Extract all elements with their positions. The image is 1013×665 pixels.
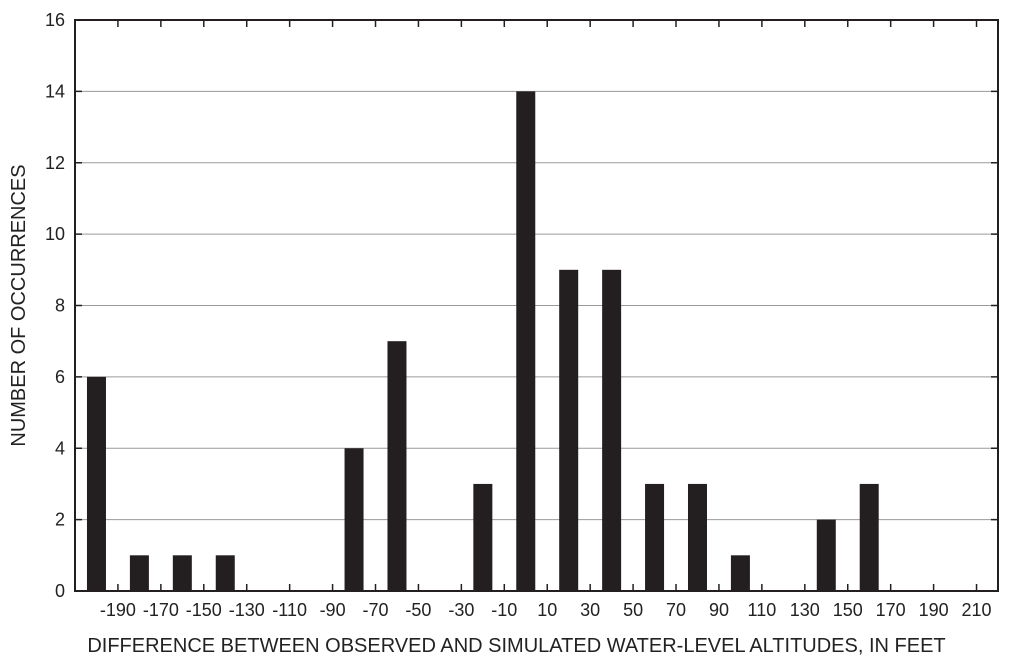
x-tick-label: -70 (363, 600, 389, 620)
y-tick-label: 4 (55, 438, 65, 458)
y-tick-label: 0 (55, 581, 65, 601)
bar (172, 555, 192, 591)
bar (859, 483, 879, 591)
bar (602, 269, 622, 591)
x-tick-label: -30 (448, 600, 474, 620)
x-tick-label: 50 (623, 600, 643, 620)
y-tick-label: 10 (45, 224, 65, 244)
bar (516, 91, 536, 591)
bar (730, 555, 750, 591)
y-tick-label: 2 (55, 510, 65, 530)
x-tick-label: 70 (666, 600, 686, 620)
x-tick-label: 210 (962, 600, 992, 620)
y-axis-ticks: 0 2 4 6 8 10 12 14 16 (45, 10, 998, 601)
bar (645, 483, 665, 591)
x-tick-label: -110 (272, 600, 307, 620)
bar (559, 269, 579, 591)
x-tick-label: 190 (919, 600, 949, 620)
y-tick-label: 16 (45, 10, 65, 30)
bar (344, 448, 364, 591)
x-tick-label: -130 (229, 600, 265, 620)
gridlines (75, 90, 998, 521)
x-axis-ticks: -190 -170 -150 -130 -110 -90 -70 -50 -30 -10 10 30 5… (100, 20, 992, 620)
bar (473, 483, 493, 591)
x-tick-label: -190 (100, 600, 136, 620)
x-tick-label: -10 (491, 600, 517, 620)
y-axis-label: NUMBER OF OCCURRENCES (8, 164, 30, 446)
y-tick-label: 12 (45, 153, 65, 173)
x-tick-label: -90 (320, 600, 346, 620)
bar (816, 519, 836, 591)
bar (687, 483, 707, 591)
x-tick-label: -170 (143, 600, 179, 620)
x-tick-label: 90 (709, 600, 729, 620)
y-tick-label: 8 (55, 296, 65, 316)
bars (86, 91, 879, 591)
x-tick-label: 110 (748, 600, 777, 620)
x-axis-label: DIFFERENCE BETWEEN OBSERVED AND SIMULATE… (87, 635, 945, 657)
y-tick-label: 6 (55, 367, 65, 387)
x-tick-label: 30 (580, 600, 600, 620)
plot-frame (74, 19, 999, 592)
bar (215, 555, 235, 591)
x-tick-label: -150 (186, 600, 222, 620)
x-tick-label: -50 (405, 600, 431, 620)
x-tick-label: 130 (790, 600, 820, 620)
bar (129, 555, 149, 591)
x-tick-label: 10 (537, 600, 557, 620)
x-tick-label: 150 (833, 600, 863, 620)
bar (387, 341, 407, 591)
bar (86, 376, 106, 591)
y-tick-label: 14 (45, 81, 65, 101)
x-tick-label: 170 (876, 600, 906, 620)
